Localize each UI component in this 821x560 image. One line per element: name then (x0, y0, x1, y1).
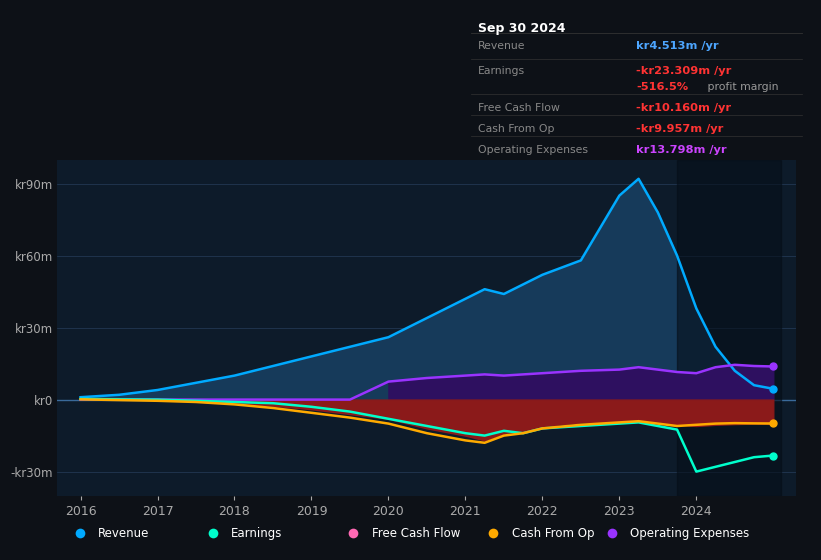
Text: Operating Expenses: Operating Expenses (631, 527, 750, 540)
Text: -kr10.160m /yr: -kr10.160m /yr (636, 103, 732, 113)
Bar (677, 160, 781, 496)
Text: Earnings: Earnings (232, 527, 282, 540)
Text: kr4.513m /yr: kr4.513m /yr (636, 41, 719, 51)
Text: Free Cash Flow: Free Cash Flow (478, 103, 560, 113)
Text: Operating Expenses: Operating Expenses (478, 145, 588, 155)
Text: kr13.798m /yr: kr13.798m /yr (636, 145, 727, 155)
Text: -516.5%: -516.5% (636, 82, 688, 92)
Text: Earnings: Earnings (478, 66, 525, 76)
Text: Free Cash Flow: Free Cash Flow (372, 527, 460, 540)
Text: Cash From Op: Cash From Op (512, 527, 594, 540)
Text: Revenue: Revenue (478, 41, 525, 51)
Text: -kr9.957m /yr: -kr9.957m /yr (636, 124, 723, 134)
Text: -kr23.309m /yr: -kr23.309m /yr (636, 66, 732, 76)
Text: Revenue: Revenue (99, 527, 149, 540)
Text: Cash From Op: Cash From Op (478, 124, 554, 134)
Text: profit margin: profit margin (704, 82, 778, 92)
Text: Sep 30 2024: Sep 30 2024 (478, 22, 565, 35)
